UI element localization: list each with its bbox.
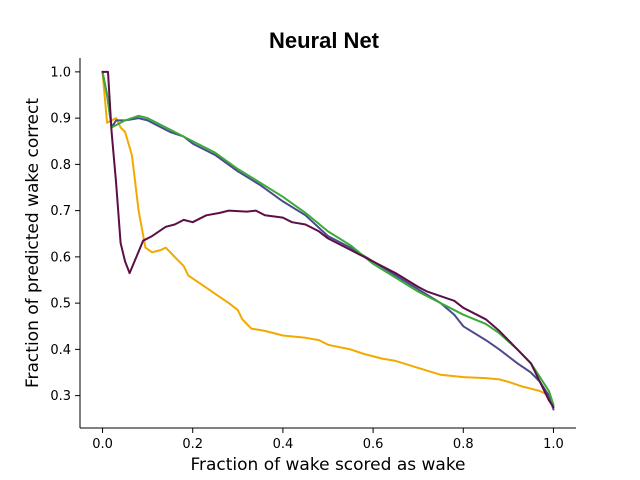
x-tick-label: 0.6 <box>363 437 384 452</box>
y-tick-label: 0.4 <box>50 343 71 358</box>
y-tick-label: 0.9 <box>50 112 71 127</box>
series-layer <box>101 70 555 411</box>
series-line-1 <box>101 70 555 406</box>
x-tick-label: 1.0 <box>543 437 564 452</box>
y-tick-label: 0.8 <box>50 158 71 173</box>
x-tick-label: 0.4 <box>273 437 294 452</box>
y-tick-label: 1.0 <box>50 65 71 80</box>
y-axis-label: Fraction of predicted wake correct <box>23 98 43 388</box>
x-tick-label: 0.8 <box>453 437 474 452</box>
x-axis-label: Fraction of wake scored as wake <box>190 455 465 475</box>
y-tick-label: 0.5 <box>50 297 71 312</box>
series-line-4 <box>101 70 555 409</box>
chart-title: Neural Net <box>269 28 380 53</box>
series-line-3 <box>101 70 555 406</box>
y-tick-label: 0.6 <box>50 250 71 265</box>
y-ticks: 0.3 0.4 0.5 0.6 0.7 0.8 0.9 1.0 <box>50 65 80 404</box>
plot-area: 0.0 0.2 0.4 0.6 0.8 1.0 0.3 0.4 0.5 0.6 0.7 0.8 0.9… <box>50 58 576 452</box>
y-tick-label: 0.7 <box>50 204 71 219</box>
x-tick-label: 0.2 <box>182 437 203 452</box>
x-ticks: 0.0 0.2 0.4 0.6 0.8 1.0 <box>92 428 564 452</box>
series-line-2 <box>101 70 555 411</box>
x-tick-label: 0.0 <box>92 437 113 452</box>
y-tick-label: 0.3 <box>50 389 71 404</box>
